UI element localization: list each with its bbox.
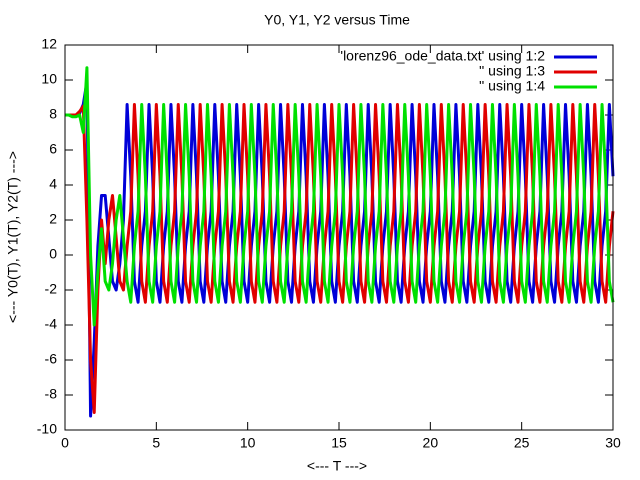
x-tick-label: 25 (514, 435, 530, 451)
y-tick-label: 12 (41, 36, 57, 52)
x-tick-label: 15 (331, 435, 347, 451)
y-tick-label: -6 (45, 351, 58, 367)
x-tick-label: 30 (605, 435, 621, 451)
y-tick-label: -2 (45, 281, 58, 297)
x-tick-label: 10 (240, 435, 256, 451)
y-axis-label: <--- Y0(T), Y1(T), Y2(T) ---> (5, 151, 21, 323)
x-axis-label: <--- T ---> (307, 458, 367, 474)
chart-title: Y0, Y1, Y2 versus Time (264, 12, 410, 28)
x-tick-label: 0 (61, 435, 69, 451)
legend-label: '' using 1:3 (479, 63, 545, 79)
y-tick-label: 2 (49, 211, 57, 227)
y-tick-label: 4 (49, 176, 57, 192)
x-tick-label: 20 (423, 435, 439, 451)
x-tick-label: 5 (152, 435, 160, 451)
y-tick-label: 6 (49, 141, 57, 157)
y-tick-label: 0 (49, 246, 57, 262)
plot-border (64, 44, 614, 431)
legend-label: 'lorenz96_ode_data.txt' using 1:2 (340, 48, 545, 64)
legend-label: '' using 1:4 (479, 78, 545, 94)
y-tick-label: 10 (41, 71, 57, 87)
y-tick-label: -8 (45, 386, 58, 402)
series-line (65, 66, 615, 327)
y-tick-label: -10 (37, 421, 57, 437)
y-tick-label: 8 (49, 106, 57, 122)
y-tick-label: -4 (45, 316, 58, 332)
